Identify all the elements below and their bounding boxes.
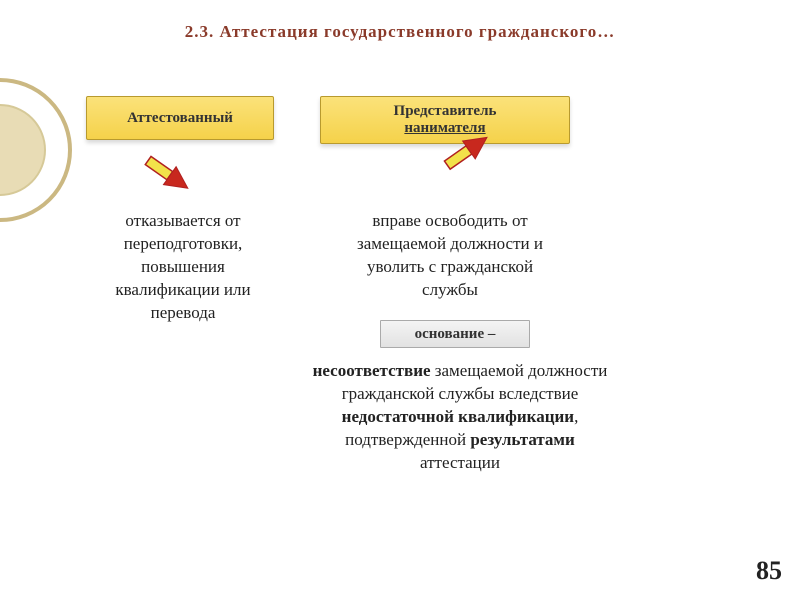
text-right-l3: уволить с гражданской [320, 256, 580, 279]
text-right-l1: вправе освободить от [320, 210, 580, 233]
certified-label: Аттестованный [127, 110, 233, 127]
slide: 2.3. Аттестация государственного граждан… [0, 0, 800, 600]
text-left-l1: отказывается от [78, 210, 288, 233]
employer-rep-label: Представитель нанимателя [394, 103, 497, 137]
basis-label: основание – [415, 326, 496, 343]
employer-rep-box: Представитель нанимателя [320, 96, 570, 144]
basis-box: основание – [380, 320, 530, 348]
certified-consequence-text: отказывается от переподготовки, повышени… [78, 210, 288, 325]
employer-rep-line1: Представитель [394, 103, 497, 120]
section-title: 2.3. Аттестация государственного граждан… [0, 22, 800, 42]
text-left-l4: квалификации или [78, 279, 288, 302]
text-right-l4: службы [320, 279, 580, 302]
text-left-l3: повышения [78, 256, 288, 279]
basis-explanation-text: несоответствие замещаемой должности граж… [310, 360, 610, 475]
text-right-l2: замещаемой должности и [320, 233, 580, 256]
certified-box: Аттестованный [86, 96, 274, 140]
text-left-l2: переподготовки, [78, 233, 288, 256]
page-number: 85 [756, 556, 782, 586]
decorative-circles [0, 50, 80, 250]
text-left-l5: перевода [78, 302, 288, 325]
employer-right-text: вправе освободить от замещаемой должност… [320, 210, 580, 302]
employer-rep-line2: нанимателя [394, 120, 497, 137]
